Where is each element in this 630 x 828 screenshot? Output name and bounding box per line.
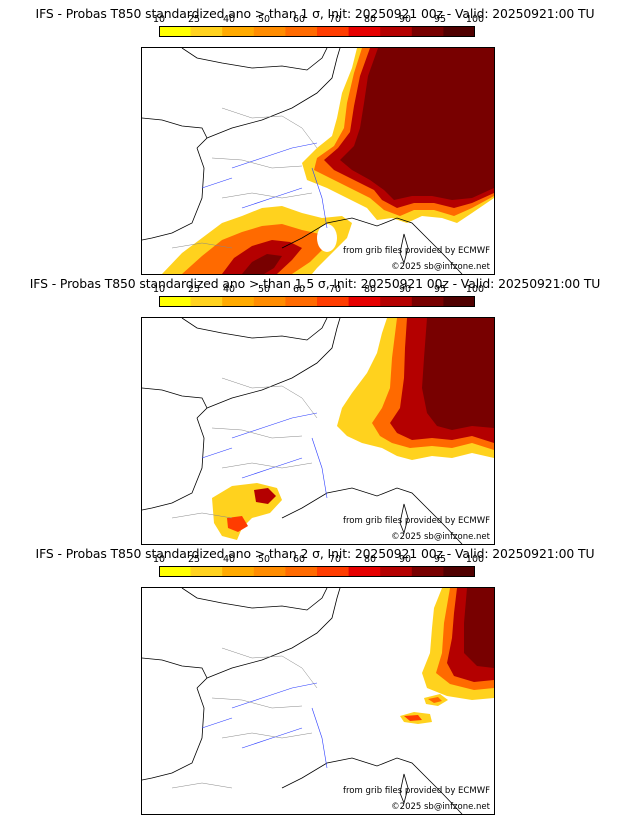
colorbar-tick: 90 [398,284,412,295]
coastline-brittany [142,117,208,149]
colorbar-tick: 60 [292,554,306,565]
colorbar-swatch [411,26,444,37]
colorbar-tick: 80 [363,14,377,25]
map-canvas [142,588,494,814]
colorbar-tick: 50 [257,284,271,295]
colorbar-tick: 25 [187,14,201,25]
colorbar-swatch [411,566,444,577]
credit-source: from grib files provided by ECMWF [343,246,490,256]
credit-copyright: ©2025 sb@infzone.net [391,802,490,812]
colorbar-swatch [317,296,350,307]
colorbar-swatch [380,26,413,37]
colorbar-swatch [317,26,350,37]
probability-map: from grib files provided by ECMWF ©2025 … [141,587,495,815]
colorbar-swatch [190,26,223,37]
colorbar-swatch [285,566,318,577]
colorbar [159,26,475,37]
panel-3: IFS - Probas T850 standardized ano > tha… [0,546,630,815]
map-canvas [142,318,494,544]
colorbar-border [159,26,475,37]
colorbar-swatch [317,566,350,577]
colorbar-tick: 40 [222,14,236,25]
colorbar-tick: 80 [363,554,377,565]
colorbar [159,296,475,307]
colorbar-swatch [253,26,286,37]
colorbar-tick: 10 [152,284,166,295]
colorbar-swatch [348,566,381,577]
colorbar-tick: 80 [363,284,377,295]
colorbar-border [159,296,475,307]
probability-map: from grib files provided by ECMWF ©2025 … [141,47,495,275]
colorbar-swatch [411,296,444,307]
panel-1: IFS - Probas T850 standardized ano > tha… [0,6,630,275]
colorbar-swatch [380,296,413,307]
coastline-med [281,217,463,274]
colorbar-swatch [443,296,475,307]
colorbar-swatch [159,566,192,577]
colorbar-swatch [253,296,286,307]
colorbar-tick: 40 [222,284,236,295]
colorbar-labels: 10 25 40 50 60 70 80 90 95 100 [153,554,484,566]
panel-2: IFS - Probas T850 standardized ano > tha… [0,276,630,545]
colorbar-swatch [285,26,318,37]
colorbar-swatch [159,26,192,37]
probability-map: from grib files provided by ECMWF ©2025 … [141,317,495,545]
credit-source: from grib files provided by ECMWF [343,786,490,796]
colorbar-swatch [190,296,223,307]
colorbar-swatch [443,26,475,37]
coastline-britain [181,48,328,71]
panel-title: IFS - Probas T850 standardized ano > tha… [35,546,595,561]
colorbar-tick: 95 [433,284,447,295]
colorbar-tick: 60 [292,14,306,25]
colorbar-tick: 95 [433,14,447,25]
colorbar-swatch [348,26,381,37]
colorbar-swatch [222,566,255,577]
colorbar-tick: 90 [398,554,412,565]
colorbar-tick: 70 [328,284,342,295]
colorbar-tick: 40 [222,554,236,565]
colorbar-swatch [253,566,286,577]
colorbar-tick: 50 [257,554,271,565]
coastline-biscay [142,147,205,241]
colorbar-tick: 100 [465,554,485,565]
coastline-corsica [399,233,409,265]
colorbar-tick: 10 [152,14,166,25]
credit-copyright: ©2025 sb@infzone.net [391,262,490,272]
map-canvas [142,48,494,274]
colorbar-tick: 90 [398,14,412,25]
colorbar-swatch [190,566,223,577]
colorbar-tick: 50 [257,14,271,25]
colorbar-tick: 95 [433,554,447,565]
colorbar-tick: 100 [465,284,485,295]
colorbar-swatch [222,296,255,307]
colorbar-swatch [222,26,255,37]
colorbar-labels: 10 25 40 50 60 70 80 90 95 100 [153,14,484,26]
colorbar-tick: 10 [152,554,166,565]
panel-title: IFS - Probas T850 standardized ano > tha… [29,276,601,291]
colorbar-tick: 60 [292,284,306,295]
colorbar-swatch [380,566,413,577]
colorbar-swatch [285,296,318,307]
colorbar-tick: 25 [187,554,201,565]
colorbar-swatch [159,296,192,307]
colorbar-tick: 70 [328,554,342,565]
colorbar-swatch [348,296,381,307]
colorbar-border [159,566,475,577]
colorbar-tick: 70 [328,14,342,25]
credit-copyright: ©2025 sb@infzone.net [391,532,490,542]
colorbar [159,566,475,577]
colorbar-swatch [443,566,475,577]
credit-source: from grib files provided by ECMWF [343,516,490,526]
panel-title: IFS - Probas T850 standardized ano > tha… [35,6,595,21]
colorbar-labels: 10 25 40 50 60 70 80 90 95 100 [153,284,484,296]
colorbar-tick: 100 [465,14,485,25]
colorbar-tick: 25 [187,284,201,295]
coastline-channel [206,48,341,139]
